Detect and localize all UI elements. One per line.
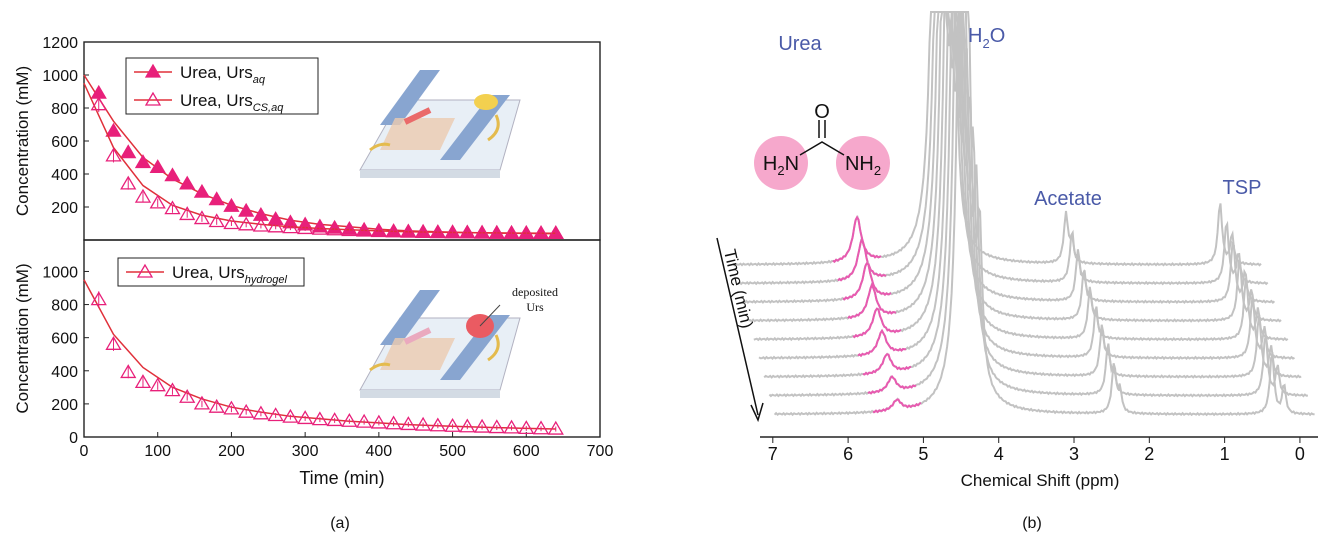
y-tick-label: 1000	[42, 264, 78, 281]
hydrogel-chip-illustration	[360, 290, 520, 398]
spectrum-trace	[749, 12, 1282, 321]
inset-label: deposited	[512, 285, 558, 299]
text-part: H	[968, 25, 982, 47]
x-tick-label: 400	[366, 443, 393, 460]
y-tick-label: 200	[51, 397, 78, 414]
urea-peak	[873, 400, 921, 413]
x-tick-label: 600	[513, 443, 540, 460]
text-part: H	[763, 153, 777, 175]
chip-illustration	[360, 70, 520, 178]
data-point	[106, 124, 120, 136]
x-tick-label: 0	[1295, 444, 1305, 464]
y-axis-label: Concentration (mM)	[13, 66, 32, 216]
peak-label: Urea	[778, 33, 822, 55]
text-part: 2	[874, 163, 881, 178]
x-tick-label: 5	[918, 444, 928, 464]
urea-peak	[848, 285, 896, 318]
text-part: Urea	[778, 33, 822, 55]
text-part: Urea, Urs	[180, 63, 253, 82]
text-part: TSP	[1223, 177, 1262, 199]
urea-peak	[833, 217, 881, 261]
x-tick-label: 0	[80, 443, 89, 460]
text-part: O	[990, 25, 1006, 47]
data-point	[180, 177, 194, 189]
urea-peak	[843, 263, 891, 299]
x-axis-label: Time (min)	[299, 468, 384, 488]
spectrum-trace	[743, 12, 1274, 303]
y-tick-label: 800	[51, 298, 78, 315]
urea-peak	[838, 239, 886, 280]
y-tick-label: 1000	[42, 68, 78, 85]
y-tick-label: 200	[51, 200, 78, 217]
caption: (b)	[1022, 515, 1042, 532]
x-tick-label: 300	[292, 443, 319, 460]
y-tick-label: 0	[69, 430, 78, 447]
page: (a) (b) 20040060080010001200Concentratio…	[0, 0, 1318, 537]
x-tick-label: 7	[768, 444, 778, 464]
text-part: Acetate	[1034, 188, 1102, 210]
x-tick-label: 6	[843, 444, 853, 464]
peak-label: H2O	[968, 25, 1005, 51]
y-tick-label: 1200	[42, 35, 78, 52]
caption: (a)	[330, 515, 350, 532]
text-part: CS,aq	[253, 102, 284, 114]
y-tick-label: 400	[51, 364, 78, 381]
peak-label: Acetate	[1034, 188, 1102, 210]
x-tick-label: 3	[1069, 444, 1079, 464]
spectrum-trace	[764, 12, 1301, 377]
x-tick-label: 100	[144, 443, 171, 460]
y-tick-label: 400	[51, 167, 78, 184]
text-part: hydrogel	[245, 274, 288, 286]
data-point	[151, 160, 165, 172]
time-label: Time (min)	[720, 247, 757, 330]
bond	[800, 120, 844, 155]
data-point	[92, 86, 106, 98]
x-tick-label: 4	[994, 444, 1004, 464]
text-part: 2	[777, 163, 784, 178]
peak-label: TSP	[1223, 177, 1262, 199]
text-part: NH	[845, 153, 874, 175]
y-tick-label: 600	[51, 331, 78, 348]
x-axis-label: Chemical Shift (ppm)	[961, 471, 1120, 490]
y-tick-label: 800	[51, 101, 78, 118]
x-tick-label: 700	[587, 443, 614, 460]
data-point	[121, 146, 135, 158]
urea-peak	[863, 354, 911, 374]
atom-label: O	[814, 101, 830, 123]
x-tick-label: 200	[218, 443, 245, 460]
spectrum-trace	[754, 12, 1288, 340]
figure: (a) (b) 20040060080010001200Concentratio…	[0, 0, 1318, 537]
text-part: Urea, Urs	[172, 263, 245, 282]
text-part: Urea, Urs	[180, 91, 253, 110]
y-axis-label: Concentration (mM)	[13, 263, 32, 413]
text-part: N	[785, 153, 799, 175]
text-part: 2	[982, 36, 989, 51]
data-point	[224, 199, 238, 211]
x-tick-label: 500	[439, 443, 466, 460]
y-tick-label: 600	[51, 134, 78, 151]
spectrum-trace	[759, 12, 1295, 359]
x-tick-label: 2	[1144, 444, 1154, 464]
data-point	[210, 193, 224, 205]
x-tick-label: 1	[1220, 444, 1230, 464]
inset-label: Urs	[526, 300, 544, 314]
text-part: aq	[253, 74, 266, 86]
